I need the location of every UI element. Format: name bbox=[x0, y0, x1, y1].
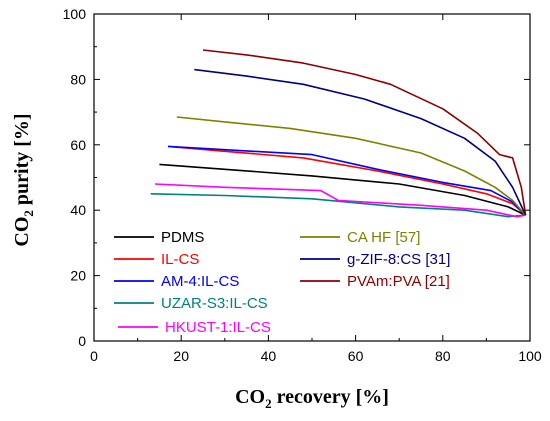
series-line-0 bbox=[159, 163, 526, 216]
legend-label: PVAm:PVA [21] bbox=[347, 273, 450, 290]
y-tick-label: 40 bbox=[70, 202, 86, 218]
plot-border bbox=[93, 13, 531, 342]
legend-label: AM-4:IL-CS bbox=[161, 273, 239, 290]
x-tick-label: 80 bbox=[435, 348, 451, 364]
legend-label: g-ZIF-8:CS [31] bbox=[347, 251, 450, 268]
y-tick-label: 0 bbox=[78, 333, 86, 349]
x-tick-label: 40 bbox=[261, 348, 277, 364]
legend-label: PDMS bbox=[161, 229, 204, 246]
legend: PDMS IL-CS AM-4:IL-CS UZAR-S3:IL-CS HKUST-1:… bbox=[114, 229, 450, 336]
y-tick-label: 60 bbox=[70, 137, 86, 153]
y-axis-title: CO2 purity [%] bbox=[11, 113, 36, 246]
series-line-1 bbox=[168, 145, 527, 216]
x-tick-label: 100 bbox=[518, 348, 542, 364]
y-tick-label: 20 bbox=[70, 268, 86, 284]
series-line-7 bbox=[202, 49, 527, 216]
series-lines bbox=[150, 49, 527, 218]
legend-label: IL-CS bbox=[161, 251, 199, 268]
series-line-3 bbox=[150, 193, 526, 218]
y-tick-label: 100 bbox=[63, 6, 87, 22]
x-tick-label: 20 bbox=[173, 348, 189, 364]
legend-label: CA HF [57] bbox=[347, 229, 420, 246]
x-axis-title: CO2 recovery [%] bbox=[235, 386, 389, 411]
series-line-4 bbox=[154, 183, 526, 218]
legend-label: HKUST-1:IL-CS bbox=[165, 319, 271, 336]
series-line-6 bbox=[194, 68, 527, 216]
x-tick-label: 0 bbox=[90, 348, 98, 364]
x-tick-label: 60 bbox=[348, 348, 364, 364]
x-axis-ticks: 0 20 40 60 80 100 bbox=[90, 14, 542, 364]
legend-label: UZAR-S3:IL-CS bbox=[161, 295, 268, 312]
series-line-5 bbox=[176, 116, 527, 216]
y-axis-ticks: 0 20 40 60 80 100 bbox=[63, 6, 530, 349]
y-tick-label: 80 bbox=[70, 71, 86, 87]
plot-frame bbox=[93, 13, 531, 342]
series-line-2 bbox=[168, 145, 527, 216]
